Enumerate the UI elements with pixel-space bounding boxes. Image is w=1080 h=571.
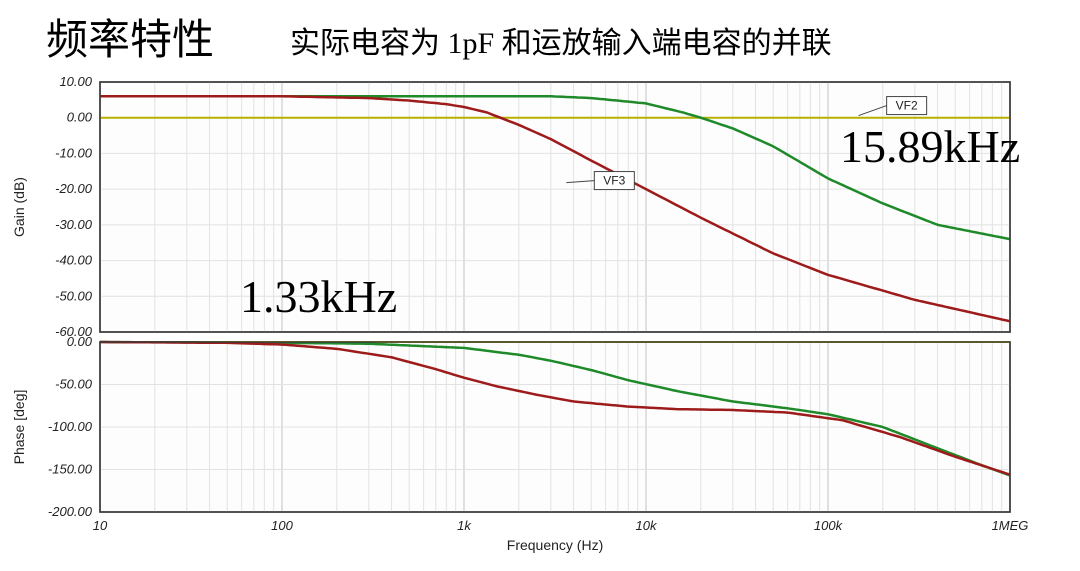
phase-ytick: -200.00: [48, 504, 93, 519]
gain-ytick: 10.00: [59, 74, 92, 89]
page-title: 频率特性: [46, 6, 214, 67]
trace-label: VF2: [896, 99, 918, 113]
x-axis-label: Frequency (Hz): [507, 537, 603, 553]
gain-ytick: 0.00: [67, 110, 93, 125]
phase-ytick: -50.00: [55, 377, 93, 392]
x-tick: 10: [93, 518, 108, 533]
x-tick: 100k: [814, 518, 844, 533]
gain-ytick: -50.00: [55, 288, 93, 303]
phase-ytick: -100.00: [48, 419, 93, 434]
x-tick: 10k: [636, 518, 658, 533]
gain-axis-label: Gain (dB): [11, 177, 27, 237]
gain-ytick: -20.00: [55, 181, 93, 196]
gain-ytick: -30.00: [55, 217, 93, 232]
annotation-f1: 1.33kHz: [240, 270, 397, 323]
x-tick: 100: [271, 518, 293, 533]
phase-ytick: -150.00: [48, 462, 93, 477]
phase-axis-label: Phase [deg]: [11, 390, 27, 465]
trace-label: VF3: [603, 174, 625, 188]
page-subtitle: 实际电容为 1pF 和运放输入端电容的并联: [290, 18, 832, 62]
annotation-f2: 15.89kHz: [840, 120, 1020, 173]
phase-ytick: 0.00: [67, 334, 93, 349]
x-tick: 1k: [457, 518, 472, 533]
gain-ytick: -10.00: [55, 145, 93, 160]
page-root: { "header": { "title": "频率特性", "subtitle…: [0, 0, 1080, 571]
x-tick: 1MEG: [992, 518, 1029, 533]
gain-ytick: -40.00: [55, 253, 93, 268]
